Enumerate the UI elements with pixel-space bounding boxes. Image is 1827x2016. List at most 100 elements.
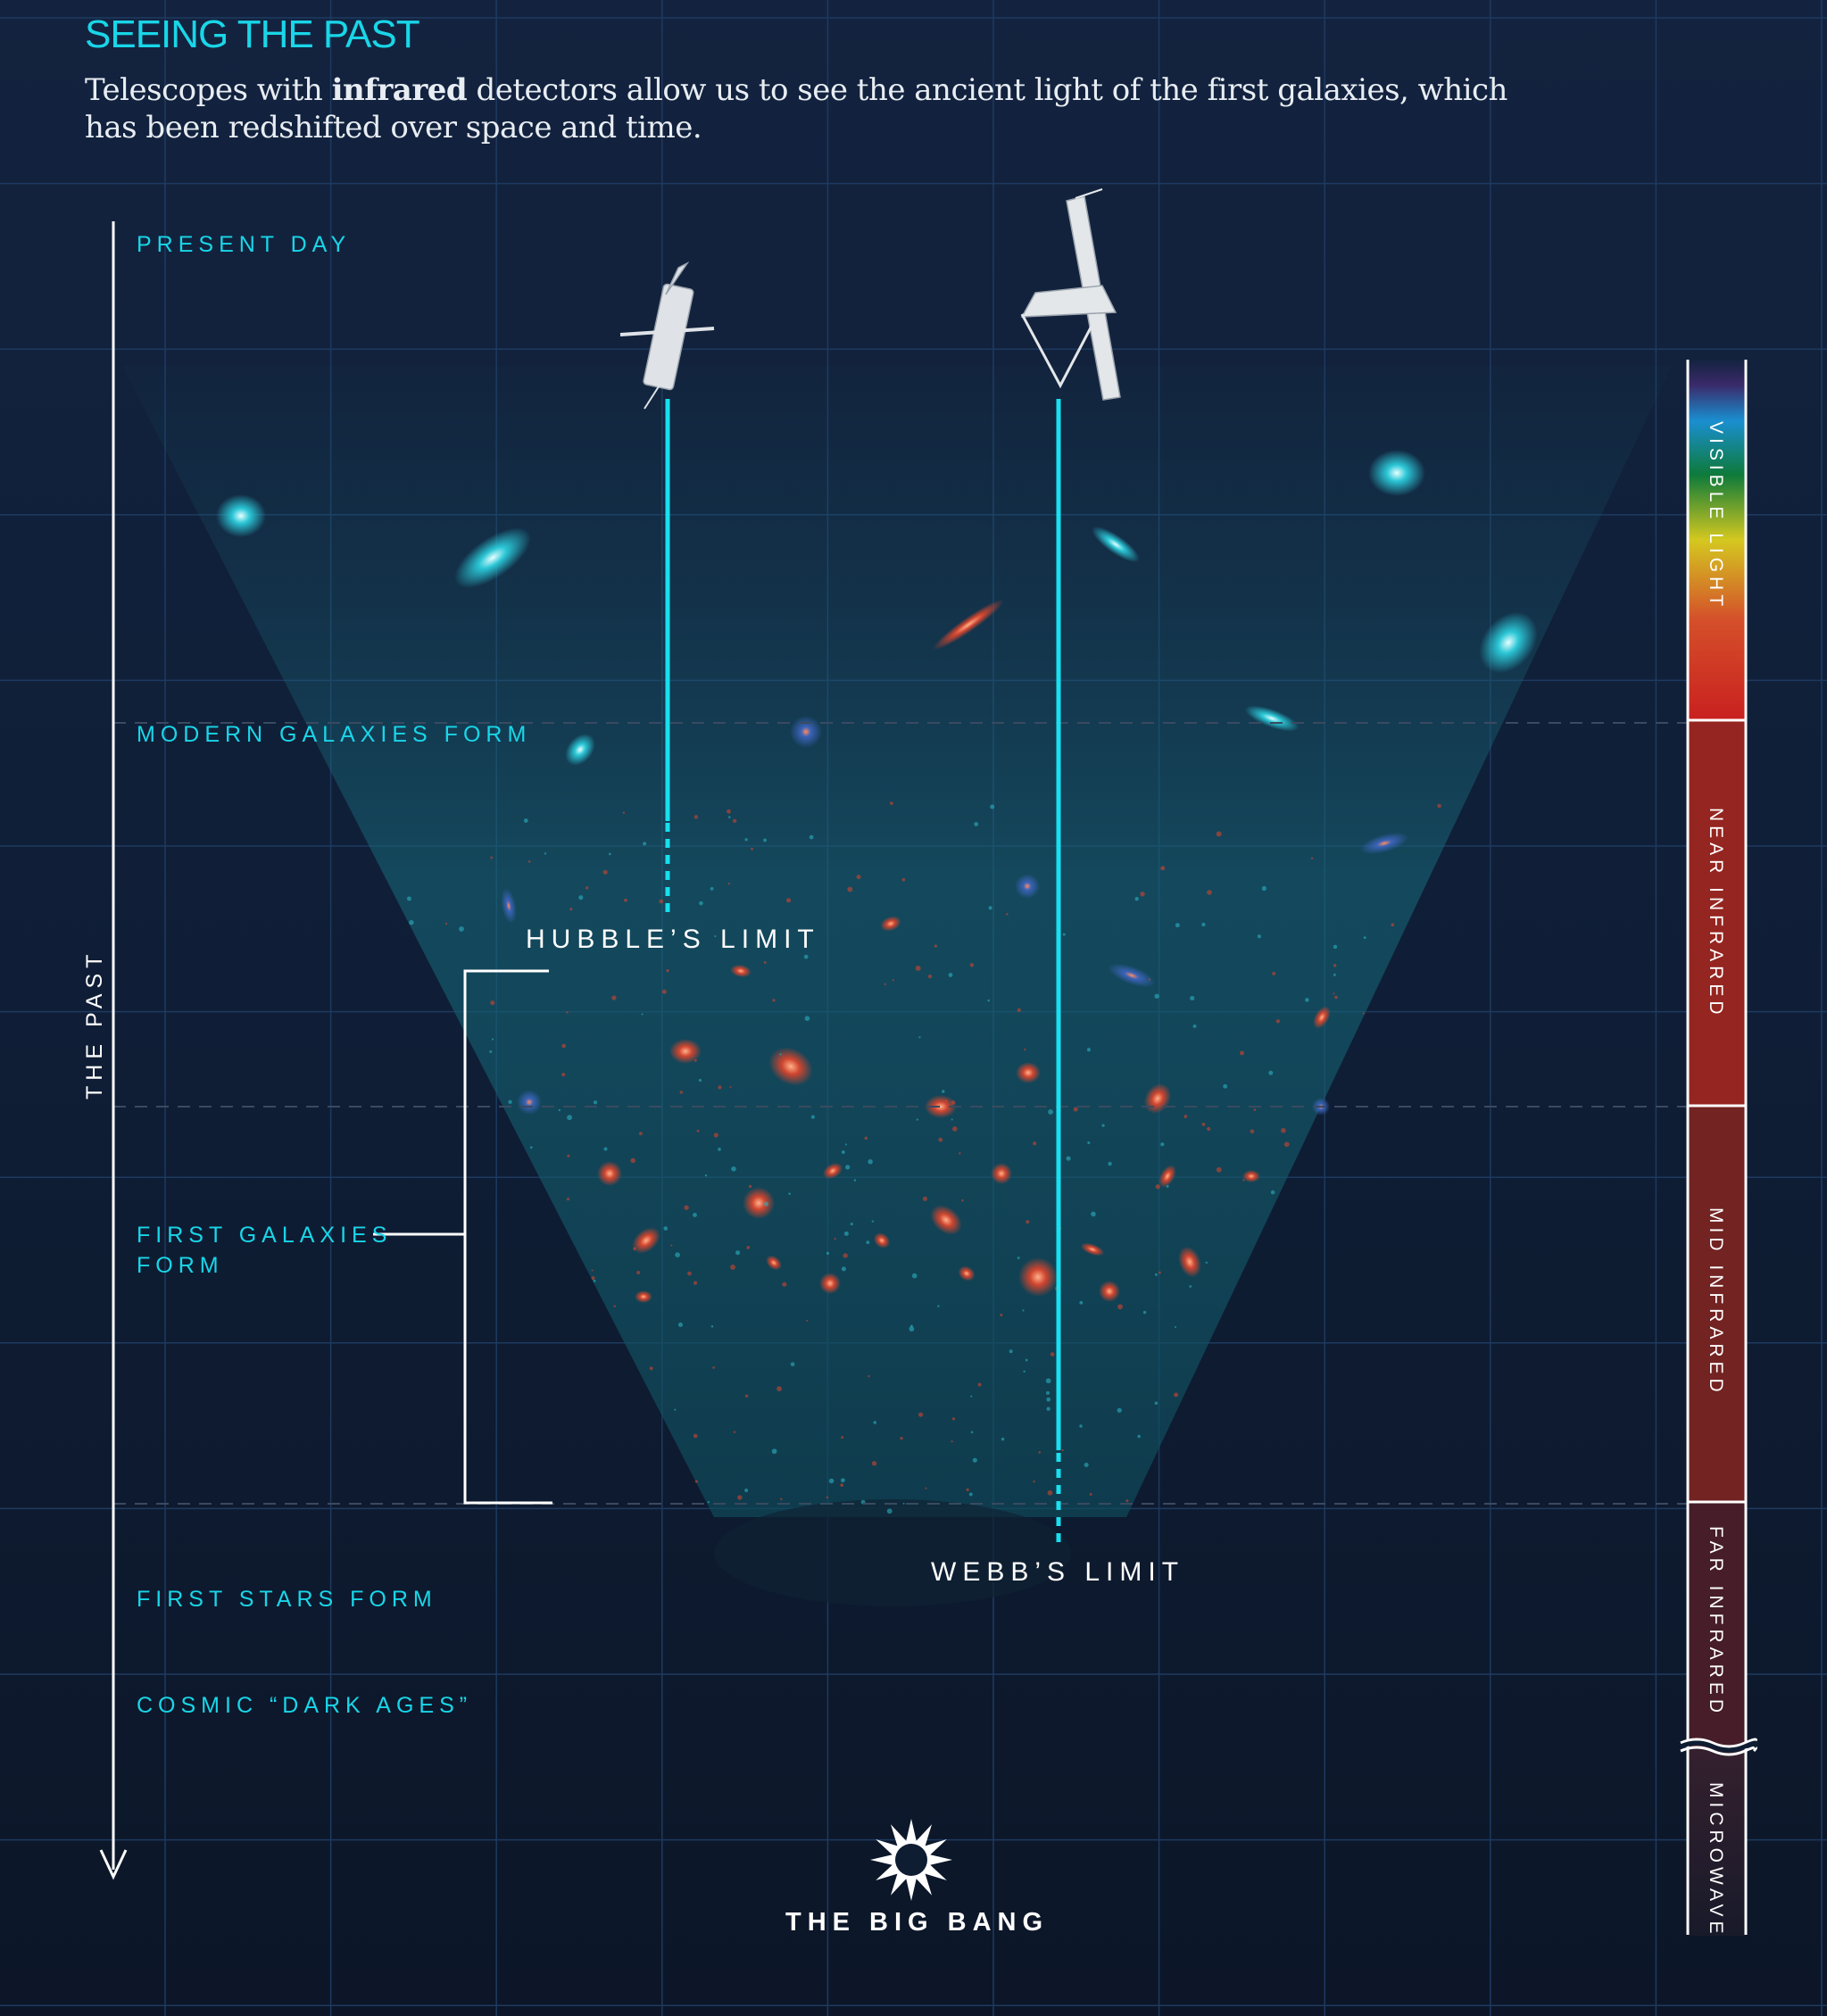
galaxy-mark — [635, 1290, 652, 1303]
band-near-infrared — [1688, 720, 1746, 1106]
star-dot — [970, 1431, 974, 1434]
star-dot — [864, 1136, 868, 1141]
star-dot — [806, 1319, 809, 1322]
star-dot — [603, 1147, 608, 1151]
star-dot — [687, 1271, 692, 1276]
cosmic-web-dark — [714, 1499, 1071, 1606]
star-dot — [915, 965, 921, 971]
star-dot — [1006, 913, 1009, 916]
star-dot — [529, 1146, 533, 1149]
star-dot — [727, 882, 730, 885]
star-dot — [679, 1091, 684, 1094]
galaxy-mark — [1313, 1006, 1331, 1029]
star-dot — [710, 1324, 714, 1328]
star-dot — [948, 973, 953, 977]
star-dot — [694, 1480, 698, 1483]
star-dot — [732, 818, 737, 823]
star-dot — [490, 856, 494, 859]
star-dot — [763, 838, 768, 842]
star-dot — [840, 1483, 844, 1488]
band-label-far-infrared: FAR INFRARED — [1706, 1526, 1726, 1718]
star-dot — [951, 1118, 953, 1121]
star-dot — [746, 1246, 751, 1249]
star-dot — [638, 1132, 643, 1136]
star-dot — [693, 1213, 697, 1217]
star-dot — [585, 886, 589, 890]
star-dot — [1089, 1493, 1092, 1496]
star-dot — [853, 1179, 857, 1182]
star-dot — [1305, 998, 1309, 1002]
star-dot — [951, 1417, 956, 1421]
star-dot — [696, 1129, 700, 1132]
star-dot — [641, 1013, 644, 1016]
star-dot — [666, 968, 669, 973]
star-dot — [1201, 922, 1206, 927]
star-dot — [942, 1090, 945, 1093]
subtitle-text: Telescopes with — [85, 72, 332, 108]
epoch-dividers — [113, 722, 1687, 1505]
star-dot — [844, 1143, 847, 1146]
galaxy-mark — [925, 1095, 957, 1118]
spectrum-bar[interactable] — [1679, 360, 1758, 1936]
star-dot — [593, 1100, 598, 1105]
star-dot — [763, 961, 767, 964]
label-first-stars: FIRST STARS FORM — [137, 1587, 437, 1612]
star-dot — [1038, 1451, 1041, 1454]
star-dot — [776, 1386, 782, 1391]
star-dot — [785, 898, 792, 903]
star-dot — [1192, 1024, 1197, 1028]
star-dot — [675, 1252, 680, 1257]
star-dot — [1174, 1392, 1179, 1398]
star-dot — [1022, 1309, 1025, 1312]
star-dot — [444, 922, 448, 925]
star-dot — [1079, 1300, 1084, 1305]
star-dot — [988, 906, 992, 910]
star-dot — [1033, 1480, 1035, 1483]
band-label-microwave: MICROWAVE — [1706, 1782, 1726, 1938]
star-dot — [1391, 923, 1395, 927]
star-dot — [1201, 1123, 1206, 1126]
star-dot — [972, 1457, 977, 1463]
star-dot — [1087, 1141, 1091, 1145]
star-dot — [803, 954, 809, 959]
star-dot — [1009, 1349, 1013, 1354]
star-dot — [409, 920, 414, 925]
star-dot — [693, 815, 699, 819]
galaxy-mark — [517, 1090, 542, 1115]
star-dot — [892, 979, 894, 982]
label-modern-galaxies: MODERN GALAXIES FORM — [137, 722, 532, 747]
star-dot — [970, 1395, 973, 1398]
star-dot — [1160, 1142, 1165, 1147]
star-dot — [698, 1078, 702, 1083]
galaxy-mark — [1092, 526, 1140, 563]
star-dot — [1125, 1499, 1129, 1503]
galaxy-mark — [1368, 450, 1425, 496]
star-dot — [1158, 1271, 1161, 1274]
star-dot — [1205, 1261, 1208, 1264]
star-dot — [1275, 1019, 1281, 1024]
galaxy-mark — [790, 716, 822, 748]
star-dot — [977, 1382, 982, 1387]
band-far-infrared — [1688, 1502, 1746, 1748]
star-dot — [1216, 1166, 1222, 1173]
star-dot — [1026, 1220, 1030, 1224]
star-dot — [1268, 1070, 1274, 1075]
star-dot — [1333, 992, 1335, 995]
band-label-near-infrared: NEAR INFRARED — [1706, 808, 1726, 1019]
star-dot — [684, 1205, 689, 1210]
star-dot — [951, 1440, 953, 1443]
star-dot — [713, 1132, 718, 1138]
star-dot — [1091, 1211, 1096, 1217]
star-dot — [544, 852, 547, 855]
galaxy-mark — [880, 916, 901, 932]
star-dot — [751, 847, 753, 850]
star-dot — [1310, 857, 1314, 859]
star-dot — [649, 1366, 653, 1371]
star-dot — [670, 1244, 673, 1247]
star-dot — [918, 1412, 924, 1417]
star-dot — [1117, 1407, 1122, 1413]
star-dot — [886, 1508, 893, 1514]
star-dot — [841, 1266, 846, 1272]
star-dot — [712, 1366, 715, 1369]
